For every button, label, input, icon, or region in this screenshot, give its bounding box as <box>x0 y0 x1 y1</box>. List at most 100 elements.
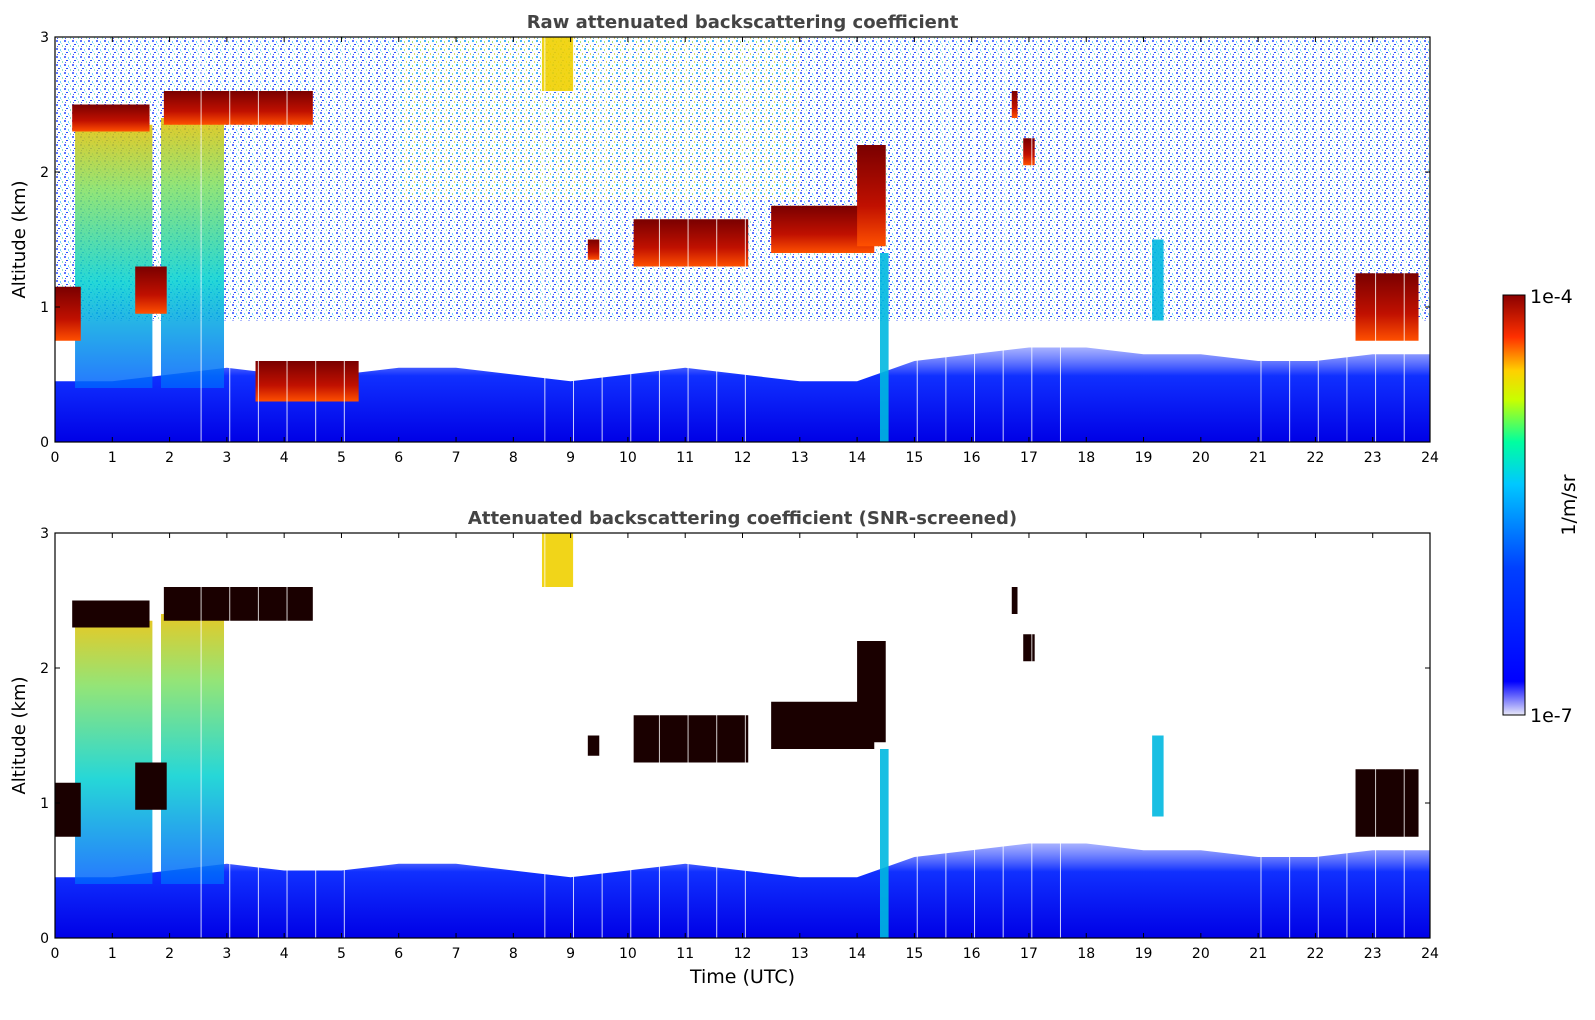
x-tick-label: 14 <box>848 450 866 466</box>
y-tick-label: 2 <box>40 661 49 677</box>
x-tick-label: 18 <box>1077 450 1095 466</box>
cloud-layer <box>163 587 313 621</box>
x-tick-label: 21 <box>1249 450 1267 466</box>
x-tick-label: 14 <box>848 946 866 962</box>
x-tick-label: 11 <box>676 450 694 466</box>
x-tick-label: 15 <box>905 946 923 962</box>
precip-column <box>1152 735 1164 817</box>
x-tick-label: 3 <box>222 450 231 466</box>
x-tick-label: 2 <box>165 450 174 466</box>
y-tick-label: 1 <box>40 300 49 316</box>
x-tick-label: 10 <box>619 946 637 962</box>
y-axis-label: Altitude (km) <box>9 180 30 298</box>
plume-1 <box>75 124 153 388</box>
colorbar: 1e-4 1e-7 1/m/sr <box>1502 286 1580 727</box>
plume-2 <box>160 614 225 884</box>
plume-2 <box>160 118 225 388</box>
cloud-layer <box>1023 138 1035 166</box>
cloud-layer <box>1011 587 1018 614</box>
cloud-layer <box>857 145 886 247</box>
cloud-layer <box>135 762 167 810</box>
x-tick-label: 12 <box>734 946 752 962</box>
x-tick-label: 19 <box>1135 450 1153 466</box>
x-tick-label: 22 <box>1307 450 1325 466</box>
plume-1 <box>75 620 153 884</box>
x-tick-label: 8 <box>509 946 518 962</box>
x-tick-label: 8 <box>509 450 518 466</box>
aerosol-layer <box>55 843 1430 938</box>
x-tick-label: 18 <box>1077 946 1095 962</box>
precip-column <box>880 749 889 938</box>
y-tick-label: 2 <box>40 165 49 181</box>
panel-title: Raw attenuated backscattering coefficien… <box>527 12 959 33</box>
panel-2: 0 1 2 3 4 5 6 7 8 9 10 11 12 13 14 15 16 17 18 19 20 21 22 23 24… <box>9 508 1439 988</box>
x-tick-label: 3 <box>222 946 231 962</box>
x-tick-label: 20 <box>1192 450 1210 466</box>
cloud-layer <box>587 239 600 260</box>
precip-column <box>541 533 574 587</box>
x-tick-label: 23 <box>1364 450 1382 466</box>
cloud-layer <box>857 641 886 743</box>
colorbar-min-label: 1e-7 <box>1530 705 1573 727</box>
x-tick-label: 16 <box>963 450 981 466</box>
precip-column <box>880 253 889 442</box>
x-tick-label: 11 <box>676 946 694 962</box>
x-tick-label: 4 <box>280 946 289 962</box>
x-tick-label: 7 <box>452 946 461 962</box>
colorbar-gradient <box>1502 294 1526 716</box>
x-tick-label: 6 <box>394 450 403 466</box>
x-tick-label: 21 <box>1249 946 1267 962</box>
y-axis-label: Altitude (km) <box>9 676 30 794</box>
x-tick-label: 23 <box>1364 946 1382 962</box>
x-tick-label: 19 <box>1135 946 1153 962</box>
cloud-layer <box>135 266 167 314</box>
x-tick-label: 7 <box>452 450 461 466</box>
x-tick-label: 1 <box>108 946 117 962</box>
y-tick-label: 0 <box>40 931 49 947</box>
x-tick-label: 15 <box>905 450 923 466</box>
cloud-layer <box>55 782 81 837</box>
cloud-layer <box>163 91 313 125</box>
x-tick-label: 13 <box>791 946 809 962</box>
x-tick-label: 0 <box>51 450 60 466</box>
cloud-layer <box>72 104 150 132</box>
x-tick-label: 20 <box>1192 946 1210 962</box>
heatmap-area <box>55 533 1430 938</box>
x-tick-label: 2 <box>165 946 174 962</box>
x-tick-label: 24 <box>1421 946 1439 962</box>
colorbar-label: 1/m/sr <box>1558 474 1580 535</box>
x-tick-label: 0 <box>51 946 60 962</box>
x-tick-label: 13 <box>791 450 809 466</box>
colorbar-max-label: 1e-4 <box>1530 286 1573 308</box>
x-tick-label: 5 <box>337 946 346 962</box>
panel-1: 0 1 2 3 4 5 6 7 8 9 10 11 12 13 14 15 16 17 18 19 20 21 22 23 24… <box>9 12 1439 466</box>
x-tick-label: 5 <box>337 450 346 466</box>
x-tick-label: 22 <box>1307 946 1325 962</box>
x-tick-label: 9 <box>566 946 575 962</box>
cloud-layer <box>587 735 600 756</box>
y-tick-label: 1 <box>40 796 49 812</box>
y-tick-label: 0 <box>40 435 49 451</box>
cloud-layer <box>1023 634 1035 662</box>
x-axis-label: Time (UTC) <box>689 966 795 988</box>
y-tick-label: 3 <box>40 526 49 542</box>
cloud-layer <box>72 600 150 628</box>
x-tick-label: 12 <box>734 450 752 466</box>
cloud-layer <box>633 715 749 763</box>
cloud-layer <box>55 286 81 341</box>
cloud-layer <box>1355 273 1419 341</box>
y-tick-label: 3 <box>40 30 49 46</box>
cloud-layer <box>255 361 359 402</box>
cloud-layer <box>1355 769 1419 837</box>
x-tick-label: 1 <box>108 450 117 466</box>
x-tick-label: 17 <box>1020 946 1038 962</box>
x-tick-label: 24 <box>1421 450 1439 466</box>
precip-column <box>1152 239 1164 321</box>
x-tick-label: 9 <box>566 450 575 466</box>
cloud-layer <box>633 219 749 267</box>
precip-column <box>541 37 574 91</box>
cloud-layer <box>1011 91 1018 118</box>
x-tick-label: 10 <box>619 450 637 466</box>
noise-field-warm <box>398 37 800 199</box>
